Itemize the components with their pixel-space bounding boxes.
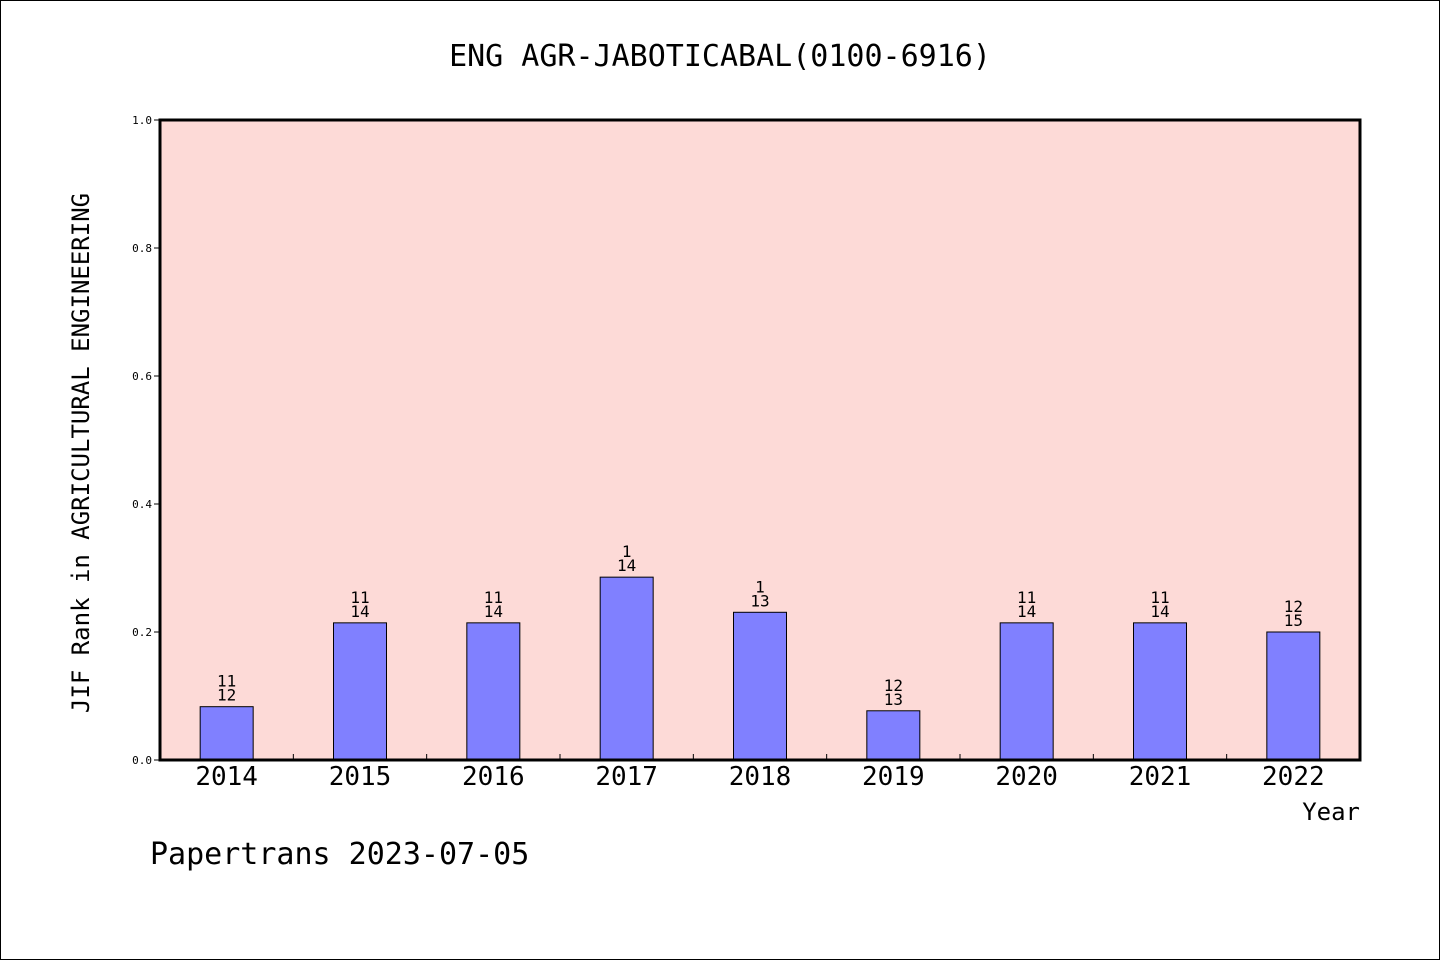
- bar-2015: [333, 622, 387, 761]
- x-tick-label: 2020: [995, 762, 1058, 792]
- y-tick-label: 0.6: [132, 370, 152, 383]
- total-label: 14: [1017, 602, 1036, 621]
- total-label: 13: [884, 690, 903, 709]
- y-tick-label: 1.0: [132, 114, 152, 127]
- total-label: 14: [484, 602, 503, 621]
- bar-2019: [866, 710, 921, 761]
- footer-text: Papertrans 2023-07-05: [150, 837, 529, 872]
- rank-label: 12: [1284, 597, 1303, 616]
- x-tick-label: 2017: [595, 762, 658, 792]
- x-axis-label: Year: [1302, 798, 1360, 826]
- x-tick-label: 2019: [862, 762, 925, 792]
- y-tick-label: 0.8: [132, 242, 152, 255]
- bar-2017: [599, 576, 654, 761]
- rank-label: 12: [884, 676, 903, 695]
- x-tick-label: 2014: [195, 762, 258, 792]
- bar-2018: [733, 611, 787, 761]
- bar-2020: [999, 622, 1054, 761]
- x-tick-label: 2021: [1129, 762, 1192, 792]
- total-label: 15: [1284, 611, 1303, 630]
- total-label: 13: [750, 591, 769, 610]
- bar-2016: [466, 622, 521, 761]
- x-tick-label: 2015: [329, 762, 392, 792]
- rank-label: 11: [350, 588, 369, 607]
- total-label: 14: [617, 556, 636, 575]
- y-tick-label: 0.0: [132, 754, 152, 767]
- x-tick-label: 2022: [1262, 762, 1325, 792]
- x-tick-label: 2018: [729, 762, 792, 792]
- total-label: 14: [350, 602, 369, 621]
- bar-2014: [199, 706, 254, 761]
- total-label: 14: [1150, 602, 1169, 621]
- bar-2022: [1266, 631, 1321, 761]
- rank-label: 11: [217, 672, 236, 691]
- x-tick-label: 2016: [462, 762, 525, 792]
- y-axis-label: JIF Rank in AGRICULTURAL ENGINEERING: [67, 193, 95, 713]
- rank-label: 11: [484, 588, 503, 607]
- plot-border: [158, 118, 1362, 762]
- bar-2021: [1133, 622, 1187, 761]
- y-tick-label: 0.2: [132, 626, 152, 639]
- chart-title: ENG AGR-JABOTICABAL(0100-6916): [449, 39, 991, 74]
- y-tick-label: 0.4: [132, 498, 152, 511]
- rank-label: 11: [1017, 588, 1036, 607]
- rank-label: 1: [755, 577, 765, 596]
- rank-label: 1: [622, 542, 632, 561]
- rank-label: 11: [1150, 588, 1169, 607]
- total-label: 12: [217, 686, 236, 705]
